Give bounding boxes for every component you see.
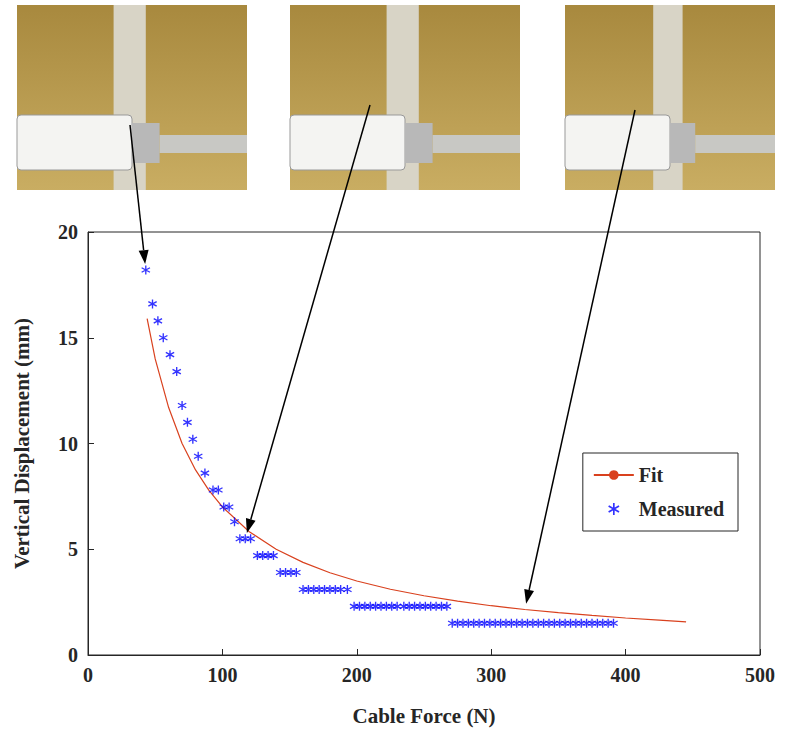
svg-text:500: 500 [745,664,775,686]
svg-text:Vertical Displacement (mm): Vertical Displacement (mm) [10,318,34,569]
svg-text:Fit: Fit [639,464,664,486]
svg-text:100: 100 [207,664,237,686]
svg-text:0: 0 [83,664,93,686]
svg-text:0: 0 [68,644,78,666]
svg-text:10: 10 [58,433,78,455]
svg-text:5: 5 [68,538,78,560]
svg-text:20: 20 [58,221,78,243]
svg-text:15: 15 [58,327,78,349]
svg-text:Cable Force (N): Cable Force (N) [352,704,495,728]
svg-text:200: 200 [342,664,372,686]
svg-text:400: 400 [611,664,641,686]
svg-text:300: 300 [476,664,506,686]
svg-text:Measured: Measured [639,498,724,520]
